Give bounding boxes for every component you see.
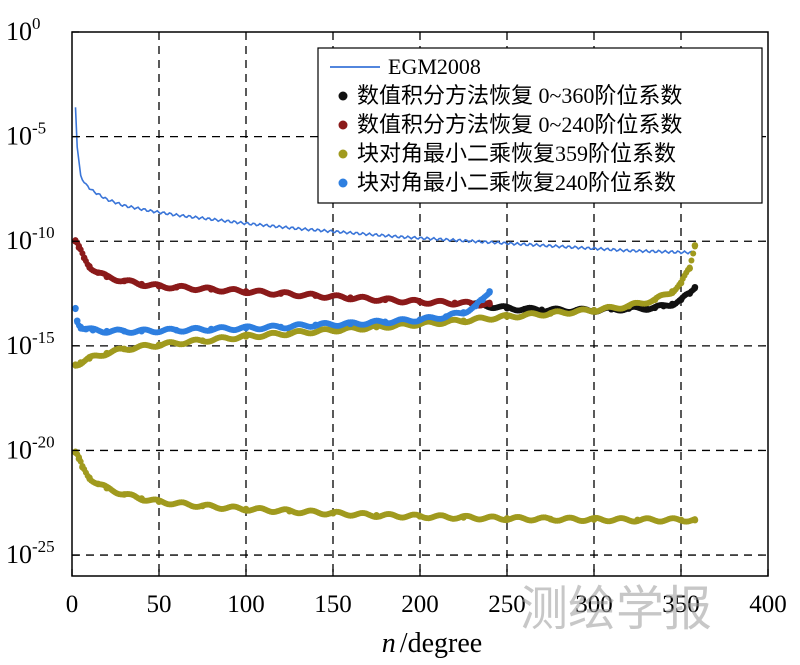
legend-item: 块对角最小二乘恢复240阶位系数 [338,170,676,195]
legend-dot-swatch [338,91,348,101]
x-axis-title-unit: /degree [400,628,482,659]
x-tick-label: 0 [66,591,79,618]
x-tick-label: 50 [147,591,172,618]
legend-item: 块对角最小二乘恢复359阶位系数 [338,141,676,166]
y-tick-exponent: -10 [32,223,55,242]
data-point [691,285,698,292]
data-point [77,458,84,465]
y-tick-exponent: -20 [32,432,55,451]
watermark: 测绘学报 [520,581,712,637]
legend-label: EGM2008 [388,54,481,79]
x-tick-label: 400 [749,591,787,618]
y-tick-exponent: -5 [32,119,46,138]
legend-dot-swatch [338,178,348,188]
data-point [688,257,695,264]
y-tick-label: 10-10 [6,223,55,255]
x-tick-label: 350 [662,591,700,618]
y-tick-base: 10 [6,226,32,255]
series-3 [72,237,493,309]
legend-dot-swatch [338,120,348,130]
x-tick-label: 300 [575,591,613,618]
data-point [690,250,697,257]
legend-dot-swatch [338,149,348,159]
y-tick-exponent: 0 [32,14,41,33]
data-point [691,243,698,250]
x-tick-label: 200 [401,591,439,618]
series-6 [72,288,493,336]
y-tick-exponent: -15 [32,328,55,347]
y-tick-base: 10 [6,331,32,360]
x-tick-label: 150 [314,591,352,618]
series-5 [72,448,699,525]
data-point [72,306,79,313]
y-tick-base: 10 [6,435,32,464]
y-tick-base: 10 [6,122,32,151]
legend-item: 数值积分方法恢复 0~240阶位系数 [338,112,682,137]
y-tick-label: 10-25 [6,537,55,569]
legend-box [317,47,763,204]
series-4 [72,242,699,369]
legend-item: EGM2008 [330,54,481,79]
series-layer [72,107,699,525]
y-tick-label: 10-5 [6,119,46,151]
y-tick-label: 100 [6,14,41,46]
legend-label: 数值积分方法恢复 0~240阶位系数 [357,112,682,137]
legend-label: 块对角最小二乘恢复240阶位系数 [357,170,676,195]
y-tick-label: 10-15 [6,328,55,360]
y-tick-base: 10 [6,540,32,569]
x-tick-label: 250 [488,591,526,618]
legend-label: 块对角最小二乘恢复359阶位系数 [357,141,676,166]
x-tick-label: 100 [227,591,265,618]
data-point [686,264,693,271]
y-tick-exponent: -25 [32,537,55,556]
y-tick-base: 10 [6,17,32,46]
data-point [691,516,698,523]
y-tick-label: 10-20 [6,432,55,464]
series-1 [74,107,696,255]
data-point [486,289,493,296]
data-point [486,299,493,306]
legend-item: 数值积分方法恢复 0~360阶位系数 [338,83,682,108]
axes: 0 50 100 150 200 250 300 350 40010010-510-1010-1… [6,14,787,618]
x-axis-title-variable: n [382,628,396,659]
series-line [74,107,696,255]
x-axis-title: n/degree [382,628,482,659]
legend-label: 数值积分方法恢复 0~360阶位系数 [357,83,682,108]
